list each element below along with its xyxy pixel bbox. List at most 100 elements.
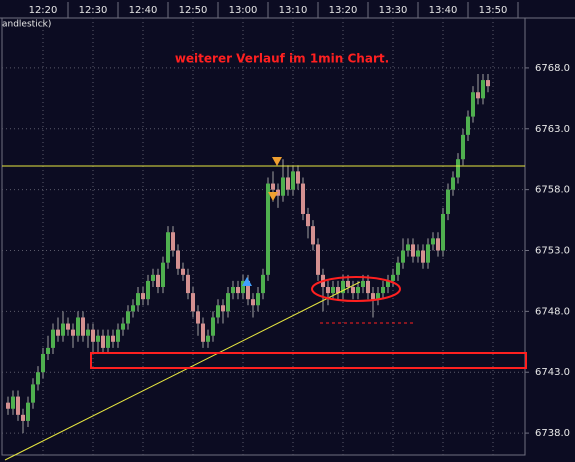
candle-body	[21, 414, 25, 421]
candle-body	[331, 287, 335, 294]
candle-body	[101, 335, 105, 348]
candle-body	[416, 250, 420, 257]
candle-body	[451, 177, 455, 190]
y-tick-label: 6743.0	[535, 367, 570, 378]
candle-body	[411, 244, 415, 257]
y-tick-label: 6748.0	[535, 306, 570, 317]
candle-body	[31, 384, 35, 403]
candle-body	[196, 311, 200, 324]
x-tick-label: 13:50	[479, 5, 508, 16]
candle-body	[306, 213, 310, 227]
y-tick-label: 6753.0	[535, 245, 570, 256]
candle-body	[116, 329, 120, 342]
candle-body	[366, 280, 370, 294]
candle-body	[121, 323, 125, 330]
marker	[272, 157, 282, 166]
x-tick-label: 13:40	[429, 5, 458, 16]
candle-body	[371, 293, 375, 300]
candle-body	[361, 280, 365, 288]
candle-body	[141, 293, 145, 300]
marker	[268, 192, 278, 201]
candle-body	[41, 353, 45, 373]
candle-body	[71, 329, 75, 336]
candle-body	[56, 329, 60, 336]
candle-body	[296, 171, 300, 184]
x-tick-label: 12:50	[179, 5, 208, 16]
candle-body	[161, 262, 165, 288]
candle-body	[226, 293, 230, 312]
candle-body	[276, 189, 280, 196]
candle-body	[171, 232, 175, 251]
candle-body	[461, 134, 465, 160]
support-zone	[90, 352, 527, 369]
candle-body	[401, 250, 405, 263]
candle-body	[266, 183, 270, 275]
annotations	[2, 157, 527, 461]
candle-body	[211, 317, 215, 336]
candle-body	[376, 293, 380, 300]
candles	[6, 73, 490, 434]
candle-body	[441, 213, 445, 251]
candle-body	[481, 80, 485, 99]
candle-body	[181, 268, 185, 275]
candle-body	[261, 274, 265, 294]
candle-body	[316, 244, 320, 275]
candle-body	[16, 396, 20, 415]
candle-body	[151, 274, 155, 281]
candle-body	[156, 274, 160, 288]
candle-body	[166, 232, 170, 263]
x-tick-label: 12:40	[129, 5, 158, 16]
candle-body	[206, 335, 210, 342]
candle-body	[46, 347, 50, 354]
candle-body	[221, 305, 225, 312]
grid	[2, 18, 525, 455]
candle-body	[271, 183, 275, 190]
candle-body	[391, 274, 395, 281]
candle-body	[346, 280, 350, 288]
candle-body	[146, 280, 150, 300]
candle-body	[466, 116, 470, 135]
candle-body	[421, 250, 425, 263]
candle-body	[36, 372, 40, 385]
candle-body	[301, 183, 305, 214]
annotation-title: weiterer Verlauf im 1min Chart.	[175, 52, 389, 66]
candle-body	[446, 189, 450, 214]
candle-body	[351, 287, 355, 294]
candle-body	[6, 402, 10, 409]
x-tick-label: 13:30	[379, 5, 408, 16]
candle-body	[131, 305, 135, 312]
candle-body	[356, 287, 360, 294]
x-tick-label: 13:10	[279, 5, 308, 16]
candle-body	[201, 323, 205, 342]
y-tick-label: 6738.0	[535, 428, 570, 439]
x-tick-label: 13:00	[229, 5, 258, 16]
candle-body	[431, 238, 435, 245]
y-tick-label: 6758.0	[535, 185, 570, 196]
candle-body	[11, 396, 15, 409]
candle-body	[86, 329, 90, 336]
candle-body	[231, 287, 235, 294]
candle-body	[96, 335, 100, 342]
candle-body	[326, 287, 330, 294]
highlight-ellipse	[311, 276, 401, 302]
candle-body	[426, 244, 430, 263]
candle-body	[26, 402, 30, 421]
y-tick-label: 6763.0	[535, 124, 570, 135]
candle-body	[456, 159, 460, 178]
candle-body	[251, 299, 255, 306]
candle-body	[111, 335, 115, 342]
candle-body	[256, 293, 260, 306]
candle-body	[51, 329, 55, 348]
candle-body	[81, 317, 85, 336]
candle-body	[186, 274, 190, 294]
trend-line	[4, 281, 361, 461]
candle-body	[291, 171, 295, 190]
candle-body	[336, 287, 340, 294]
candle-body	[106, 335, 110, 348]
candle-body	[476, 92, 480, 99]
candle-body	[381, 287, 385, 294]
candle-body	[311, 226, 315, 245]
candle-body	[76, 317, 80, 336]
